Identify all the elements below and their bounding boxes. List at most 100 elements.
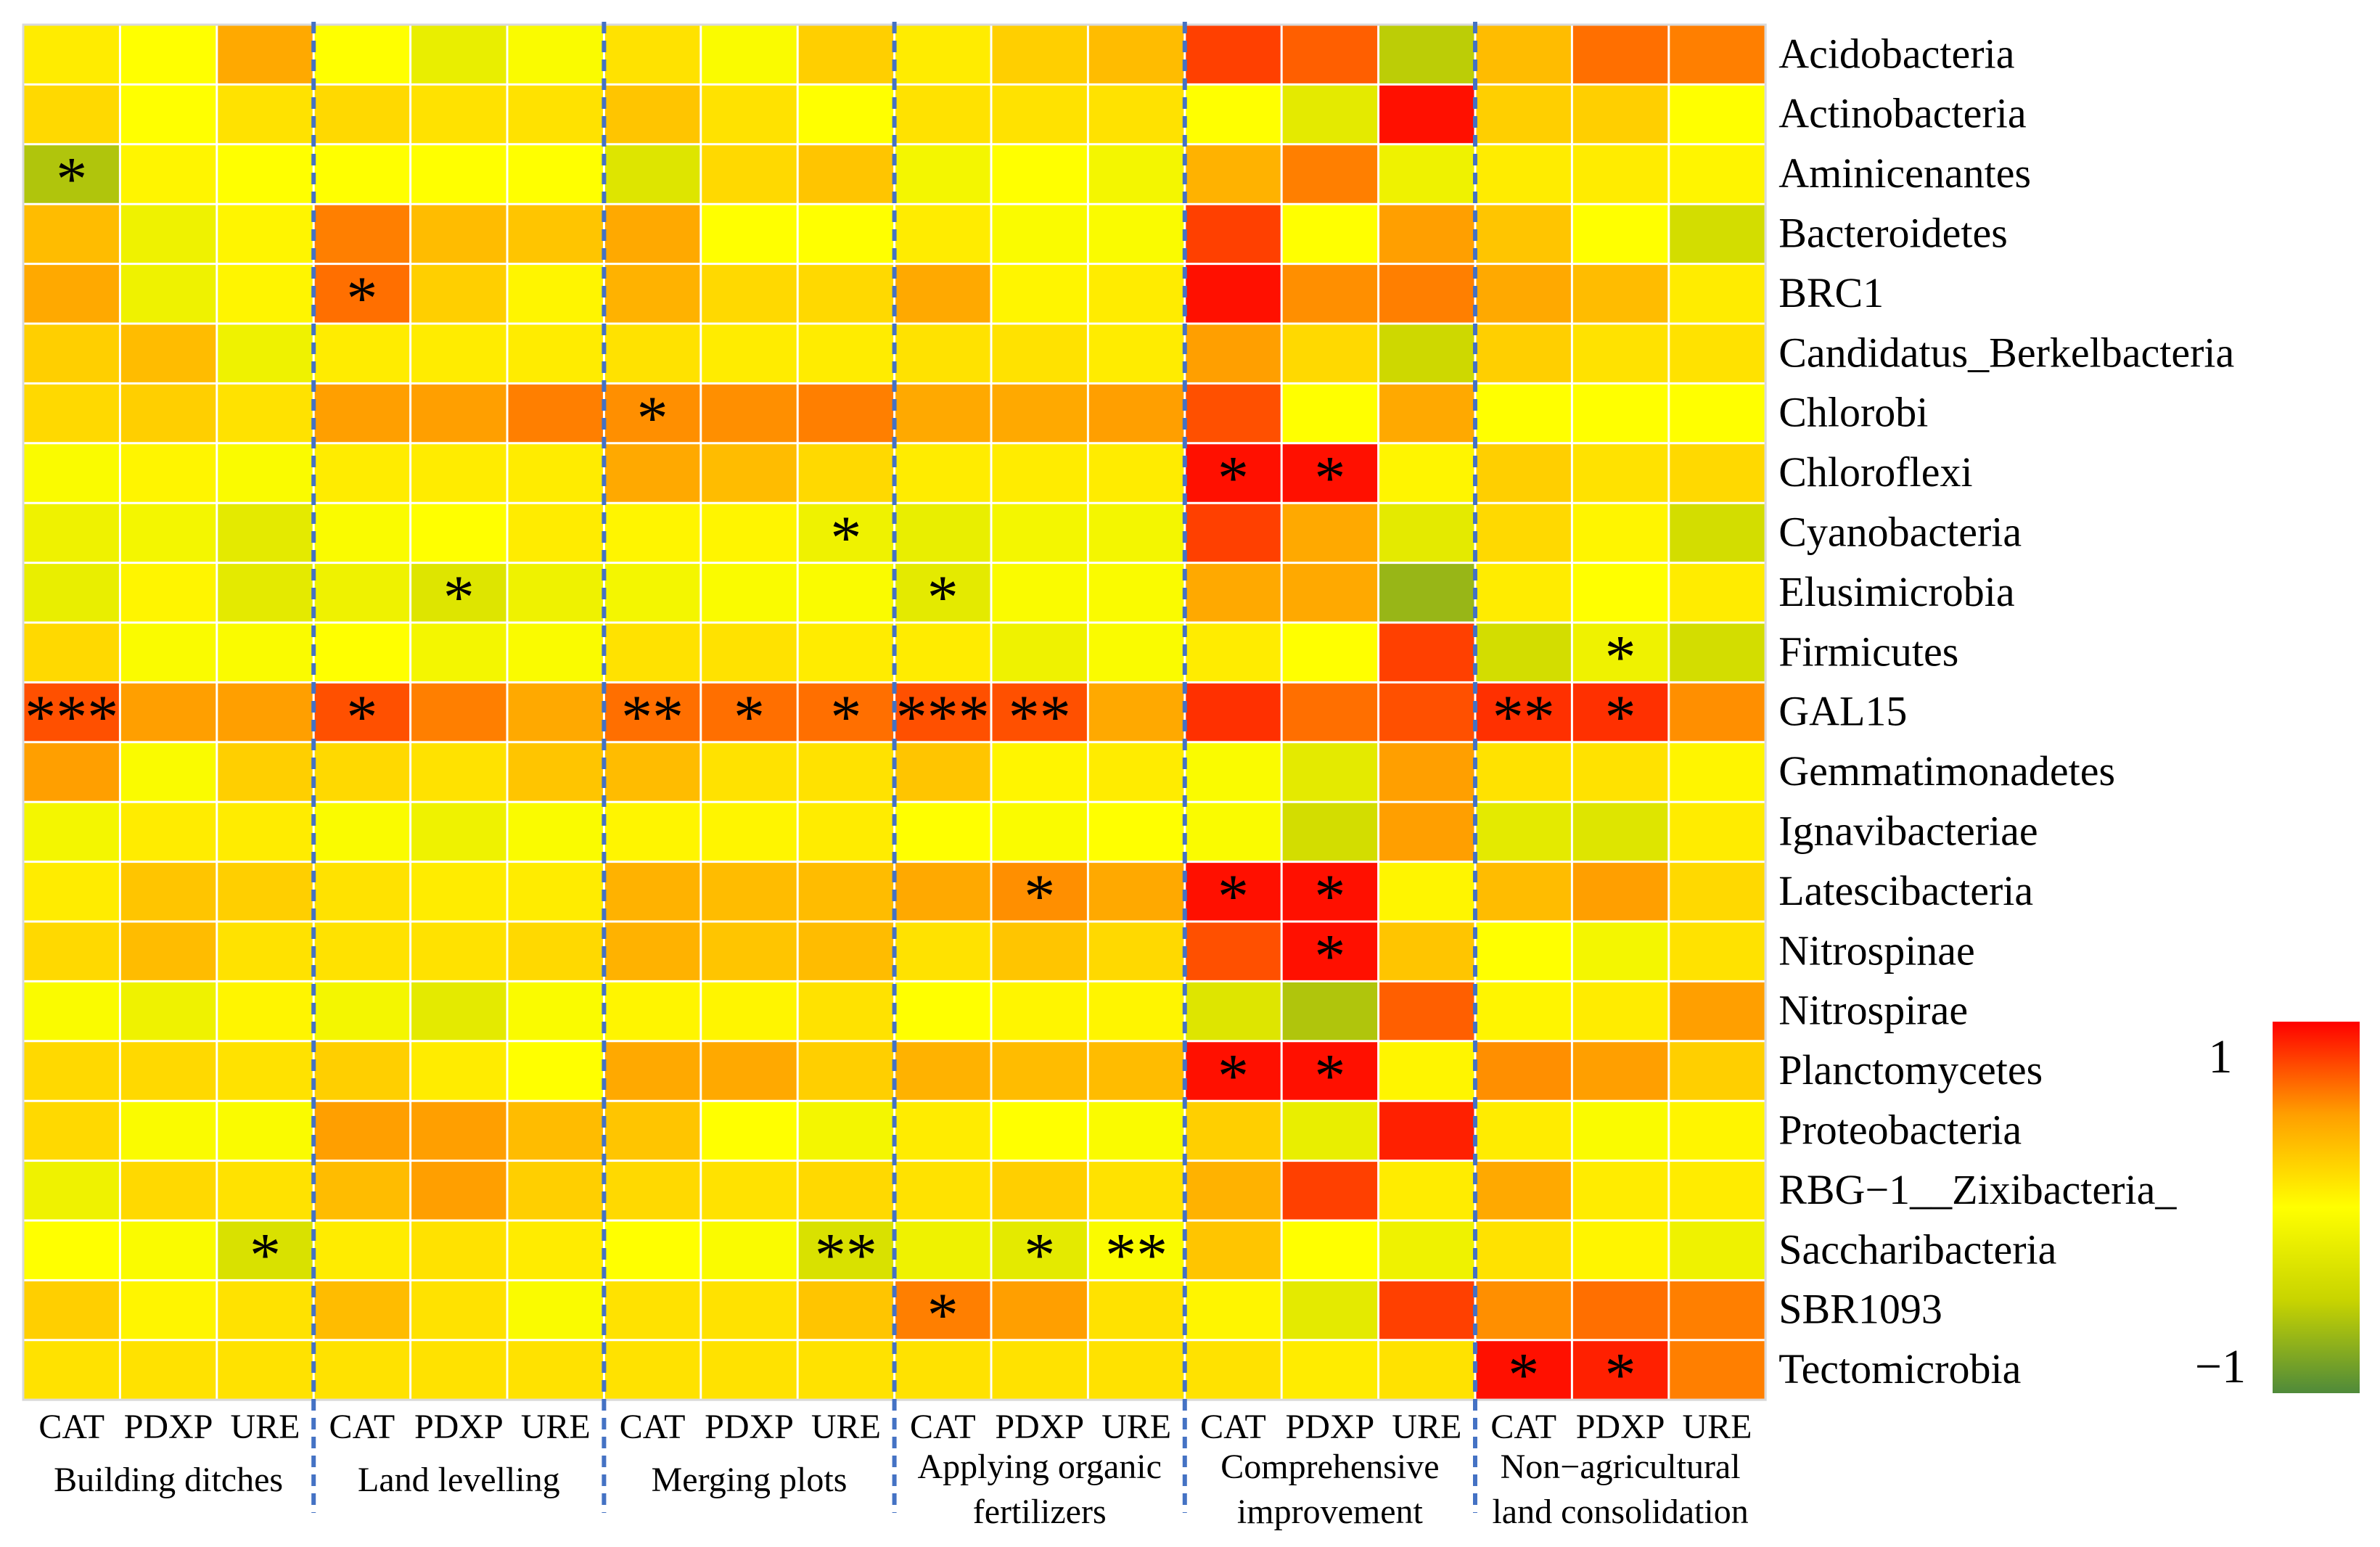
heatmap-cell-14-4 [410, 861, 508, 922]
heatmap-cell-3-1 [120, 204, 218, 265]
heatmap-cell-2-6 [604, 144, 702, 205]
heatmap-cell-4-4 [410, 263, 508, 324]
column-label: CAT [38, 1408, 104, 1446]
heatmap-cell-13-13 [1281, 802, 1379, 863]
heatmap-cell-21-16 [1572, 1280, 1670, 1341]
heatmap-cell-7-10 [991, 443, 1088, 504]
heatmap-cell-19-14 [1378, 1160, 1476, 1221]
heatmap-cell-17-1 [120, 1041, 218, 1101]
column-label: CAT [910, 1408, 976, 1446]
significance-mark: * [250, 1220, 281, 1290]
heatmap-cell-10-8 [797, 623, 895, 683]
heatmap-cell-12-15 [1475, 742, 1572, 803]
heatmap-cell-15-12 [1184, 922, 1282, 982]
heatmap-cell-18-4 [410, 1101, 508, 1162]
heatmap-cell-17-6 [604, 1041, 702, 1101]
column-label: CAT [620, 1408, 686, 1446]
heatmap-cell-21-1 [120, 1280, 218, 1341]
heatmap-cell-16-12 [1184, 981, 1282, 1042]
heatmap-cell-12-4 [410, 742, 508, 803]
heatmap-cell-14-10 [991, 861, 1088, 922]
heatmap-cell-19-6 [604, 1160, 702, 1221]
heatmap-cell-8-5 [507, 503, 604, 564]
heatmap-cell-11-16 [1572, 682, 1670, 743]
column-label: URE [1683, 1408, 1752, 1446]
heatmap-cell-22-5 [507, 1339, 604, 1400]
heatmap-cell-6-13 [1281, 383, 1379, 444]
heatmap-cell-17-3 [313, 1041, 411, 1101]
heatmap-cell-5-7 [700, 324, 798, 384]
row-label: Planctomycetes [1778, 1046, 2043, 1093]
heatmap-cell-9-14 [1378, 562, 1476, 623]
heatmap-cell-22-11 [1088, 1339, 1186, 1400]
heatmap-cell-19-11 [1088, 1160, 1186, 1221]
heatmap-cell-1-6 [604, 84, 702, 145]
heatmap-cell-1-2 [216, 84, 314, 145]
heatmap-cell-22-12 [1184, 1339, 1282, 1400]
heatmap-cell-18-9 [894, 1101, 992, 1162]
heatmap-cell-10-16 [1572, 623, 1670, 683]
group-label: fertilizers [973, 1493, 1107, 1531]
significance-mark: * [1605, 682, 1636, 752]
heatmap-cells [23, 25, 1766, 1400]
heatmap-cell-6-2 [216, 383, 314, 444]
heatmap-cell-0-11 [1088, 25, 1186, 85]
significance-mark: * [1024, 1220, 1055, 1290]
heatmap-cell-5-16 [1572, 324, 1670, 384]
heatmap-cell-10-11 [1088, 623, 1186, 683]
heatmap-cell-10-7 [700, 623, 798, 683]
heatmap-cell-0-16 [1572, 25, 1670, 85]
heatmap-cell-14-8 [797, 861, 895, 922]
significance-mark: * [927, 1280, 959, 1350]
significance-mark: * [830, 503, 861, 573]
heatmap-cell-6-17 [1668, 383, 1766, 444]
heatmap-cell-4-16 [1572, 263, 1670, 324]
heatmap-cell-22-9 [894, 1339, 992, 1400]
heatmap-cell-4-10 [991, 263, 1088, 324]
heatmap-cell-4-3 [313, 263, 411, 324]
heatmap-cell-8-16 [1572, 503, 1670, 564]
significance-mark: *** [896, 682, 990, 752]
heatmap-cell-2-14 [1378, 144, 1476, 205]
heatmap-cell-8-15 [1475, 503, 1572, 564]
heatmap-cell-20-10 [991, 1220, 1088, 1281]
heatmap-cell-3-6 [604, 204, 702, 265]
heatmap-cell-9-12 [1184, 562, 1282, 623]
heatmap-cell-1-8 [797, 84, 895, 145]
heatmap-cell-15-6 [604, 922, 702, 982]
heatmap-cell-13-6 [604, 802, 702, 863]
column-label: URE [811, 1408, 881, 1446]
heatmap-cell-9-13 [1281, 562, 1379, 623]
row-label: Nitrospinae [1778, 927, 1975, 974]
significance-mark: * [56, 144, 87, 213]
column-label: CAT [329, 1408, 395, 1446]
heatmap-cell-15-4 [410, 922, 508, 982]
heatmap-cell-18-8 [797, 1101, 895, 1162]
heatmap-cell-12-17 [1668, 742, 1766, 803]
heatmap-cell-11-10 [991, 682, 1088, 743]
row-label: SBR1093 [1778, 1286, 1942, 1333]
heatmap-cell-0-12 [1184, 25, 1282, 85]
heatmap-cell-2-0 [23, 144, 120, 205]
heatmap-cell-19-17 [1668, 1160, 1766, 1221]
heatmap-cell-18-0 [23, 1101, 120, 1162]
heatmap-cell-7-11 [1088, 443, 1186, 504]
heatmap-cell-7-4 [410, 443, 508, 504]
heatmap-cell-19-9 [894, 1160, 992, 1221]
heatmap-cell-6-15 [1475, 383, 1572, 444]
heatmap-cell-22-1 [120, 1339, 218, 1400]
heatmap-cell-20-11 [1088, 1220, 1186, 1281]
heatmap-cell-22-8 [797, 1339, 895, 1400]
heatmap-cell-1-9 [894, 84, 992, 145]
heatmap-cell-10-5 [507, 623, 604, 683]
heatmap-cell-21-15 [1475, 1280, 1572, 1341]
heatmap-cell-18-2 [216, 1101, 314, 1162]
heatmap-cell-13-5 [507, 802, 604, 863]
heatmap-cell-8-12 [1184, 503, 1282, 564]
row-label: Bacteroidetes [1778, 210, 2008, 257]
heatmap-cell-15-14 [1378, 922, 1476, 982]
heatmap-cell-16-7 [700, 981, 798, 1042]
significance-mark: * [1314, 922, 1345, 991]
significance-mark: * [1605, 623, 1636, 692]
heatmap-cell-1-11 [1088, 84, 1186, 145]
